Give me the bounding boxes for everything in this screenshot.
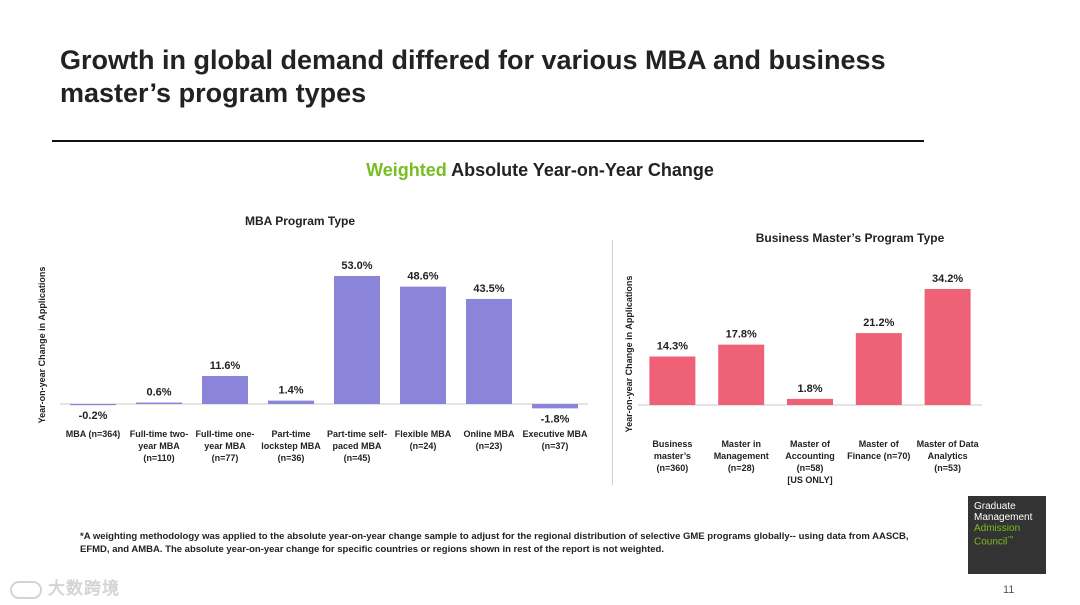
masters-category-label: Management (714, 451, 769, 461)
mba-data-label: 0.6% (146, 387, 171, 399)
mba-data-label: -0.2% (79, 410, 108, 422)
mba-category-label: Flexible MBA (395, 429, 452, 439)
footnote: *A weighting methodology was applied to … (80, 531, 909, 555)
mba-bar (202, 375, 248, 404)
logo-line-graduate: Graduate (974, 501, 1016, 512)
watermark-text: 大数跨境 (48, 579, 120, 598)
masters-category-label: [US ONLY] (787, 475, 832, 485)
masters-category-label: (n=53) (934, 463, 961, 473)
masters-data-label: 14.3% (657, 340, 688, 352)
mba-category-label: (n=23) (476, 441, 503, 451)
chart-subtitle: Weighted Absolute Year-on-Year Change (0, 160, 1080, 181)
mba-category-label: Full-time one- (196, 429, 255, 439)
mba-category-label: lockstep MBA (261, 441, 321, 451)
mba-data-label: -1.8% (541, 413, 570, 425)
masters-bar (924, 289, 971, 405)
masters-category-label: Master of (859, 439, 900, 449)
mba-category-label: (n=45) (344, 453, 371, 463)
mba-bar (466, 298, 512, 404)
masters-category-label: (n=28) (728, 463, 755, 473)
mba-chart-title: MBA Program Type (244, 214, 355, 228)
masters-data-label: 21.2% (863, 317, 894, 329)
masters-category-label: Finance (n=70) (847, 451, 910, 461)
mba-data-label: 48.6% (407, 271, 438, 283)
masters-category-label: Accounting (785, 451, 835, 461)
masters-category-label: Business (652, 439, 692, 449)
masters-bar (855, 333, 902, 405)
mba-bar (70, 404, 116, 406)
page-number: 11 (1003, 584, 1015, 596)
mba-bar (400, 286, 446, 404)
mba-category-label: Full-time two- (130, 429, 189, 439)
mba-category-label: (n=37) (542, 441, 569, 451)
chart-divider (612, 240, 613, 485)
subtitle-rest: Absolute Year-on-Year Change (446, 160, 714, 180)
masters-bar (649, 356, 696, 405)
masters-bar (718, 344, 765, 405)
slide-title: Growth in global demand differed for var… (60, 45, 886, 108)
masters-chart-title: Business Master’s Program Type (755, 231, 945, 245)
watermark: 大数跨境 (10, 574, 120, 599)
masters-bar (787, 398, 833, 405)
masters-category-label: Master of (790, 439, 831, 449)
mba-bar (334, 276, 380, 404)
mba-data-label: 43.5% (473, 283, 504, 295)
logo-line-council: Council™ (974, 534, 1040, 547)
mba-category-label: year MBA (204, 441, 246, 451)
mba-category-label: Online MBA (464, 429, 515, 439)
mba-category-label: year MBA (138, 441, 180, 451)
logo-tm: ™ (1007, 536, 1014, 542)
gmac-logo: Graduate Management Admission Council™ (968, 496, 1046, 574)
masters-category-label: (n=58) (797, 463, 824, 473)
masters-category-label: Master of Data (917, 439, 980, 449)
mba-data-label: 1.4% (278, 385, 303, 397)
mba-category-label: (n=36) (278, 453, 305, 463)
masters-category-label: (n=360) (657, 463, 689, 473)
masters-category-label: Analytics (928, 451, 968, 461)
mba-bar (532, 404, 578, 409)
logo-council-text: Council (974, 536, 1008, 548)
logo-line-admission: Admission (974, 523, 1021, 534)
masters-category-label: master’s (654, 451, 691, 461)
mba-bar (268, 400, 314, 404)
mba-bar (136, 402, 182, 404)
mba-category-label: Part-time self- (327, 429, 387, 439)
masters-data-label: 34.2% (932, 273, 963, 285)
mba-data-label: 53.0% (341, 260, 372, 272)
masters-data-label: 17.8% (726, 329, 757, 341)
subtitle-accent: Weighted (366, 160, 447, 180)
mba-category-label: Executive MBA (522, 429, 588, 439)
mba-category-label: (n=24) (410, 441, 437, 451)
mba-data-label: 11.6% (210, 360, 241, 372)
logo-line-management: Management (974, 512, 1033, 523)
mba-category-label: MBA (n=364) (66, 429, 120, 439)
mba-category-label: (n=110) (143, 453, 174, 463)
mba-category-label: paced MBA (332, 441, 382, 451)
title-divider (52, 140, 924, 142)
mba-category-label: (n=77) (212, 453, 239, 463)
masters-data-label: 1.8% (797, 383, 822, 395)
watermark-icon (10, 580, 42, 599)
mba-category-label: Part-time (271, 429, 310, 439)
masters-category-label: Master in (721, 439, 761, 449)
